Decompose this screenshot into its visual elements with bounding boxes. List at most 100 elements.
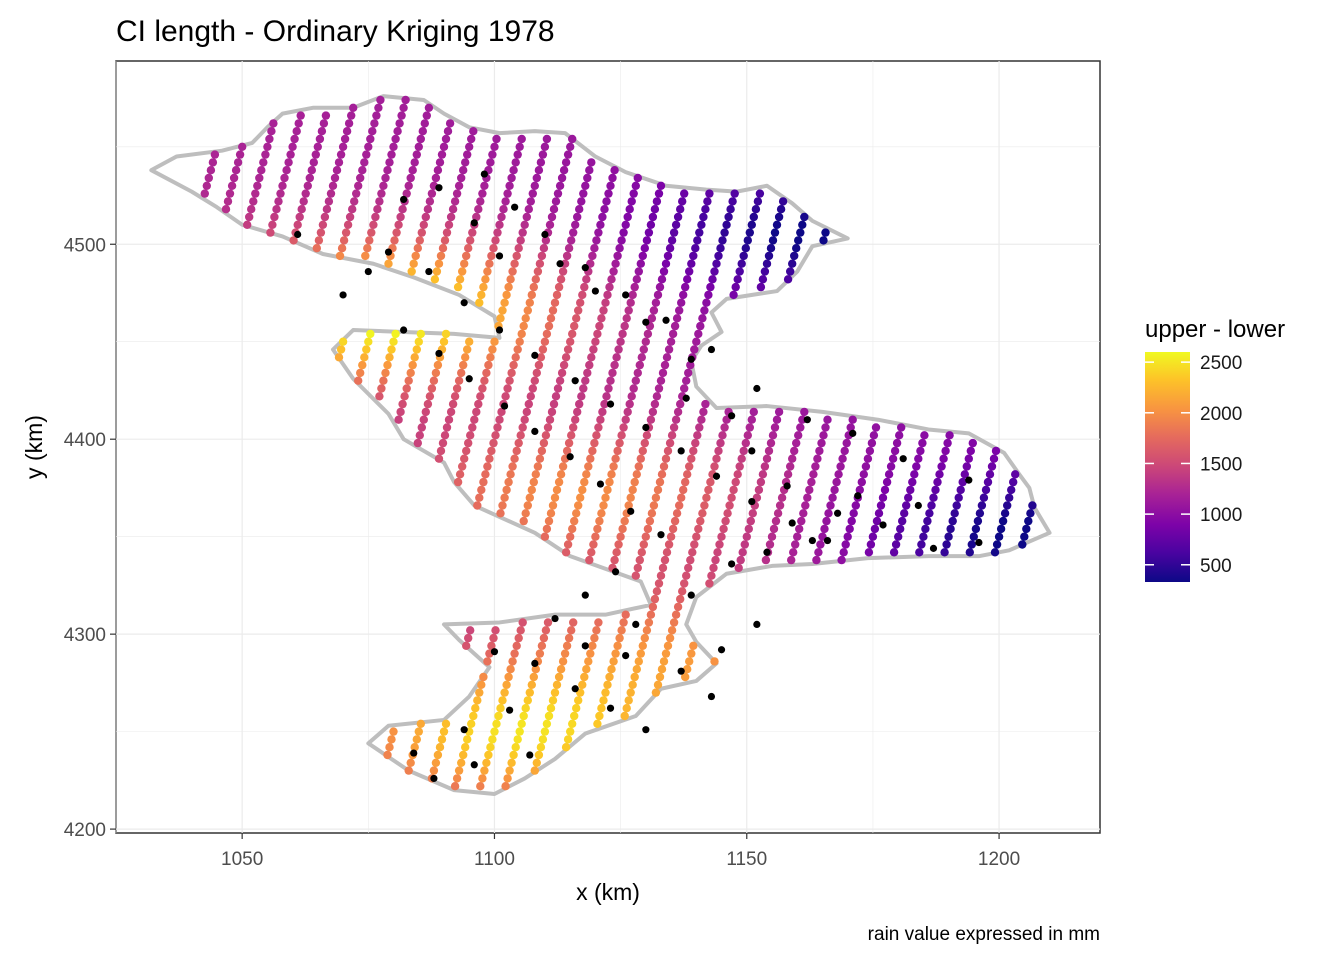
prediction-point (819, 236, 828, 245)
prediction-point (513, 345, 522, 354)
prediction-point (561, 743, 571, 752)
prediction-point (939, 454, 948, 463)
station-point (611, 568, 620, 576)
prediction-point (442, 423, 452, 432)
prediction-point (653, 290, 663, 300)
prediction-point (591, 532, 600, 541)
prediction-point (576, 493, 585, 502)
prediction-point (761, 555, 771, 565)
prediction-point (563, 540, 573, 549)
prediction-point (324, 197, 334, 206)
prediction-point (532, 758, 541, 767)
prediction-point (567, 626, 576, 635)
prediction-point (398, 399, 407, 409)
prediction-point (431, 368, 441, 378)
prediction-point (454, 766, 464, 775)
prediction-point (573, 212, 582, 222)
prediction-point (755, 189, 765, 198)
prediction-point (574, 501, 583, 510)
prediction-point (736, 555, 745, 565)
prediction-point (498, 696, 507, 705)
prediction-point (460, 454, 469, 463)
prediction-point (570, 516, 579, 526)
prediction-point (990, 548, 1000, 557)
prediction-point (967, 540, 976, 549)
prediction-point (425, 392, 435, 401)
prediction-point (535, 649, 545, 658)
prediction-point (656, 376, 666, 385)
prediction-point (358, 166, 367, 175)
prediction-point (464, 633, 473, 643)
station-point (581, 642, 589, 650)
prediction-point (406, 173, 415, 183)
prediction-point (863, 454, 873, 463)
prediction-point (486, 353, 495, 362)
prediction-point (514, 244, 523, 253)
prediction-point (867, 438, 877, 448)
prediction-point (615, 244, 624, 253)
prediction-point (541, 626, 551, 635)
prediction-point (539, 438, 549, 448)
prediction-point (642, 431, 652, 440)
station-point (929, 544, 938, 552)
prediction-point (646, 220, 656, 229)
prediction-point (623, 212, 632, 222)
prediction-point (559, 166, 569, 175)
prediction-point (968, 438, 977, 448)
prediction-point (619, 228, 628, 237)
prediction-point (788, 454, 797, 463)
prediction-point (745, 228, 754, 237)
prediction-point (600, 399, 609, 409)
prediction-point (577, 392, 586, 401)
prediction-point (414, 337, 423, 346)
prediction-point (354, 181, 363, 190)
prediction-point (379, 376, 388, 385)
station-point (364, 267, 372, 276)
prediction-point (554, 477, 564, 487)
prediction-point (594, 423, 603, 432)
prediction-point (632, 470, 641, 479)
prediction-point (479, 477, 488, 487)
prediction-point (826, 501, 835, 510)
prediction-point (656, 181, 666, 190)
prediction-point (710, 462, 719, 471)
prediction-point (587, 353, 596, 362)
prediction-point (653, 485, 663, 495)
prediction-point (491, 626, 500, 635)
prediction-point (633, 563, 642, 573)
station-point (728, 412, 736, 420)
prediction-point (530, 766, 539, 775)
prediction-point (786, 267, 795, 276)
prediction-point (498, 501, 507, 510)
prediction-point (717, 532, 726, 541)
prediction-point (523, 306, 532, 315)
station-point (500, 402, 509, 410)
prediction-point (421, 407, 430, 417)
prediction-point (444, 415, 454, 424)
prediction-point (437, 735, 447, 744)
prediction-point (334, 353, 344, 362)
prediction-point (772, 415, 782, 424)
prediction-point (620, 516, 629, 526)
prediction-point (552, 485, 562, 495)
prediction-point (568, 524, 577, 534)
prediction-point (639, 345, 648, 354)
prediction-point (608, 173, 617, 183)
prediction-point (676, 399, 685, 409)
prediction-point (416, 329, 425, 339)
prediction-point (609, 267, 618, 276)
station-point (975, 538, 983, 547)
prediction-point (547, 212, 557, 222)
y-axis-title: y (km) (21, 415, 47, 479)
prediction-point (457, 368, 466, 378)
prediction-point (263, 142, 272, 151)
prediction-point (595, 516, 604, 526)
prediction-point (460, 259, 469, 268)
prediction-point (313, 142, 322, 151)
prediction-point (948, 516, 957, 526)
prediction-point (622, 314, 631, 323)
prediction-point (552, 290, 562, 300)
prediction-point (441, 134, 451, 144)
prediction-point (462, 251, 471, 261)
prediction-point (523, 696, 532, 705)
